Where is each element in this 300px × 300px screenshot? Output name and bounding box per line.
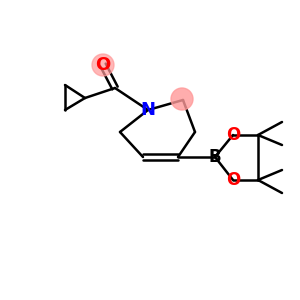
Text: O: O — [95, 56, 111, 74]
Text: O: O — [226, 171, 240, 189]
Circle shape — [92, 54, 114, 76]
Text: N: N — [140, 101, 155, 119]
Circle shape — [171, 88, 193, 110]
Text: B: B — [209, 148, 221, 166]
Text: O: O — [226, 126, 240, 144]
